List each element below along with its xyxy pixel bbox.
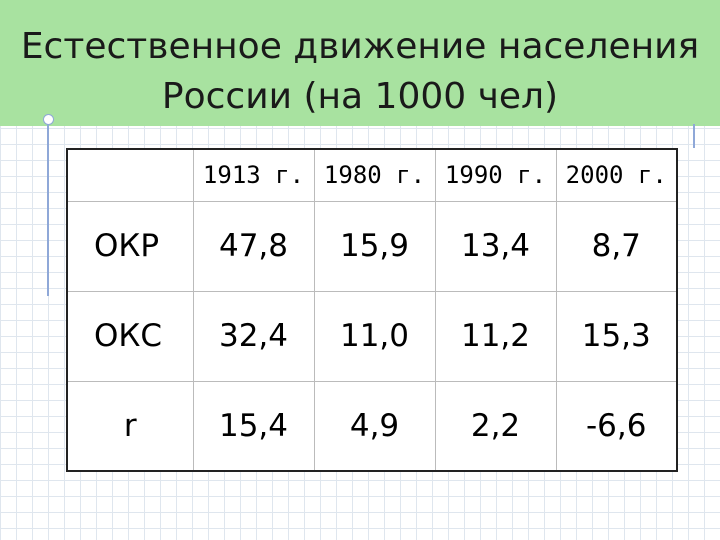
row-label: ОКС [66,290,194,382]
table-cell: 15,4 [192,380,315,472]
header-cell-year: 1913 г. [192,148,315,202]
row-label: ОКР [66,200,194,292]
accent-dot [43,114,54,125]
table-header-row: 1913 г. 1980 г. 1990 г. 2000 г. [66,148,678,202]
header-cell-year: 1980 г. [313,148,436,202]
table-cell: 4,9 [313,380,436,472]
table-cell: 15,9 [313,200,436,292]
slide-title-line-2: России (на 1000 чел) [161,76,559,117]
slide-title: Естественное движение населения России (… [0,22,720,122]
table-cell: 32,4 [192,290,315,382]
population-table: 1913 г. 1980 г. 1990 г. 2000 г. ОКР 47,8… [66,148,678,472]
header-cell-year: 1990 г. [434,148,557,202]
header-cell-empty [66,148,194,202]
table-cell: 13,4 [434,200,557,292]
slide-title-line-1: Естественное движение населения [20,26,700,67]
table-cell: 2,2 [434,380,557,472]
table-cell: 11,0 [313,290,436,382]
row-label: r [66,380,194,472]
table-cell: 47,8 [192,200,315,292]
table-row: ОКР 47,8 15,9 13,4 8,7 [66,200,678,292]
table-cell: 15,3 [555,290,678,382]
header-cell-year: 2000 г. [555,148,678,202]
title-band [0,0,720,126]
table-row: ОКС 32,4 11,0 11,2 15,3 [66,290,678,382]
accent-line [47,118,49,296]
accent-line-right [693,124,695,148]
table-cell: 8,7 [555,200,678,292]
table-cell: 11,2 [434,290,557,382]
table-row: r 15,4 4,9 2,2 -6,6 [66,380,678,472]
table-cell: -6,6 [555,380,678,472]
